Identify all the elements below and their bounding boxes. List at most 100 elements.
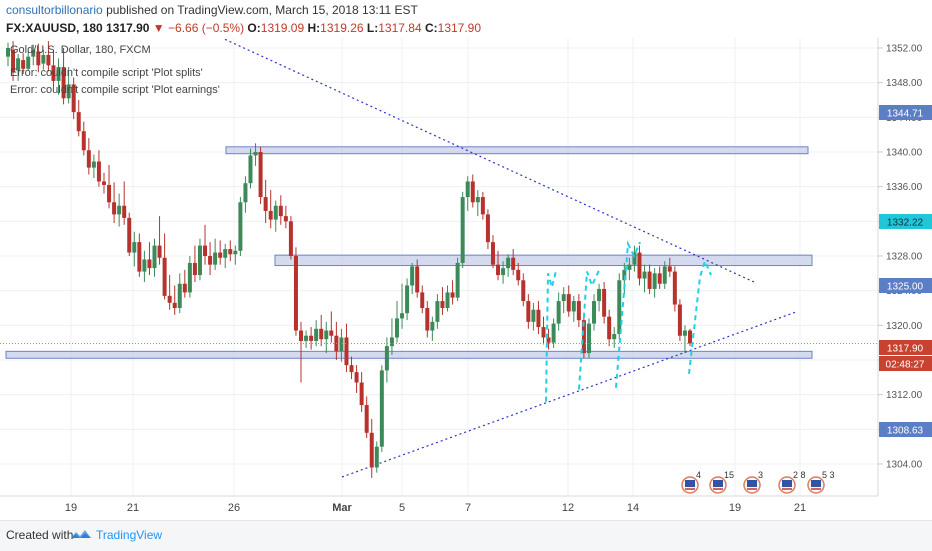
candle-body	[445, 292, 450, 308]
time-axis[interactable]: 19 21 26 Mar 5 7 12 14 19 21	[0, 495, 878, 514]
projection-lines[interactable]	[545, 240, 712, 402]
price-chart[interactable]: Gold/U.S. Dollar, 180, FXCM Error: could…	[0, 38, 932, 520]
candle-body	[314, 328, 319, 341]
event-badge[interactable]: 2 8	[778, 470, 806, 494]
candle-body	[465, 181, 470, 198]
candle-body	[415, 266, 420, 293]
candle-body	[51, 65, 56, 81]
price-axis-labels: 1344.71 1332.22 1325.00 1317.90 02:48:27…	[879, 105, 932, 437]
candle-body	[324, 330, 329, 340]
candle-body	[400, 313, 405, 319]
chart-area[interactable]: Gold/U.S. Dollar, 180, FXCM Error: could…	[0, 38, 932, 520]
candle-body	[26, 56, 31, 69]
candle-body	[440, 301, 445, 308]
candle-body	[142, 259, 147, 272]
time-tick-label: 5	[399, 502, 405, 514]
time-tick-label: 12	[562, 502, 574, 514]
candle-body	[435, 301, 440, 322]
candle-body	[268, 210, 273, 220]
event-badges[interactable]: 4 15 3 2 8 5 3	[681, 470, 835, 494]
event-badge[interactable]: 5 3	[807, 470, 835, 494]
candle-body	[632, 252, 637, 265]
candle-body	[617, 280, 622, 334]
candle-body	[329, 330, 334, 336]
candle-body	[516, 269, 521, 281]
candle-body	[475, 197, 480, 203]
candle-body	[430, 321, 435, 331]
candle-body	[278, 205, 283, 217]
candle-body	[132, 242, 137, 253]
candle-body	[501, 268, 506, 276]
event-badge-count: 3	[758, 470, 763, 480]
projection-path[interactable]	[688, 258, 712, 374]
candle-body	[41, 54, 46, 64]
support-resistance-zones[interactable]	[5, 146, 813, 359]
candle-body	[667, 266, 672, 272]
descending-trendline[interactable]	[224, 38, 755, 283]
horizontal-zone[interactable]	[274, 254, 813, 267]
event-badge[interactable]: 3	[743, 470, 763, 494]
candle-body	[107, 184, 112, 203]
candle-body	[450, 292, 455, 298]
time-tick-label: 14	[627, 502, 639, 514]
symbol-label: FX:XAUUSD, 180	[6, 21, 103, 35]
candle-body	[389, 337, 394, 347]
error-plot-earnings: Error: couldn't compile script 'Plot ear…	[10, 84, 220, 96]
ascending-trendline[interactable]	[341, 311, 796, 478]
tradingview-brand[interactable]: TradingView	[96, 528, 163, 542]
candle-body	[6, 48, 10, 57]
candle-body	[248, 155, 253, 184]
candle-body	[66, 84, 71, 99]
candle-body	[480, 197, 485, 215]
candle-body	[410, 266, 415, 286]
down-arrow-icon: ▼	[152, 21, 165, 35]
candle-body	[485, 214, 490, 243]
candle-body	[627, 264, 632, 270]
price-tick-label: 1304.00	[886, 460, 923, 471]
projection-path[interactable]	[615, 240, 641, 388]
candle-body	[91, 161, 96, 168]
label-zone-mid: 1332.22	[887, 218, 924, 229]
tradingview-logo-icon[interactable]	[70, 527, 92, 543]
candle-body	[157, 245, 162, 258]
price-tick-label: 1348.00	[886, 78, 923, 89]
candle-body	[672, 271, 677, 305]
horizontal-zone[interactable]	[5, 350, 813, 359]
candle-body	[192, 262, 197, 276]
candle-body	[576, 301, 581, 321]
label-lower-line: 1308.63	[887, 426, 924, 437]
trendlines[interactable]	[224, 38, 796, 478]
candle-body	[556, 301, 561, 324]
candle-body	[203, 245, 208, 256]
candle-body	[647, 271, 652, 289]
candle-body	[177, 283, 182, 308]
candle-body	[652, 273, 657, 289]
candle-body	[46, 54, 51, 66]
candle-body	[521, 280, 526, 302]
low-value: 1317.84	[378, 21, 422, 35]
candle-body	[253, 152, 258, 156]
high-label: H:	[307, 21, 321, 35]
candle-body	[117, 205, 122, 215]
price-tick-label: 1352.00	[886, 44, 923, 55]
candle-body	[213, 252, 218, 265]
time-tick-label: 21	[127, 502, 139, 514]
event-badge-count: 5 3	[822, 470, 835, 480]
candle-body	[506, 257, 511, 269]
candle-body	[541, 327, 546, 338]
candle-body	[622, 269, 627, 281]
horizontal-zone[interactable]	[225, 146, 809, 155]
high-value: 1319.26	[320, 21, 364, 35]
candle-body	[369, 432, 374, 468]
event-badge[interactable]: 4	[681, 470, 701, 494]
projection-path[interactable]	[545, 270, 557, 402]
chart-header: consultorbillonario published on Trading…	[0, 0, 932, 38]
candle-body	[551, 323, 556, 343]
candle-body	[637, 252, 642, 279]
candle-body	[16, 58, 21, 71]
event-badge[interactable]: 15	[709, 470, 734, 494]
author-link[interactable]: consultorbillonario	[6, 3, 103, 17]
candle-body	[490, 242, 495, 265]
candle-body	[425, 308, 430, 331]
flag-canton-icon	[713, 480, 723, 487]
